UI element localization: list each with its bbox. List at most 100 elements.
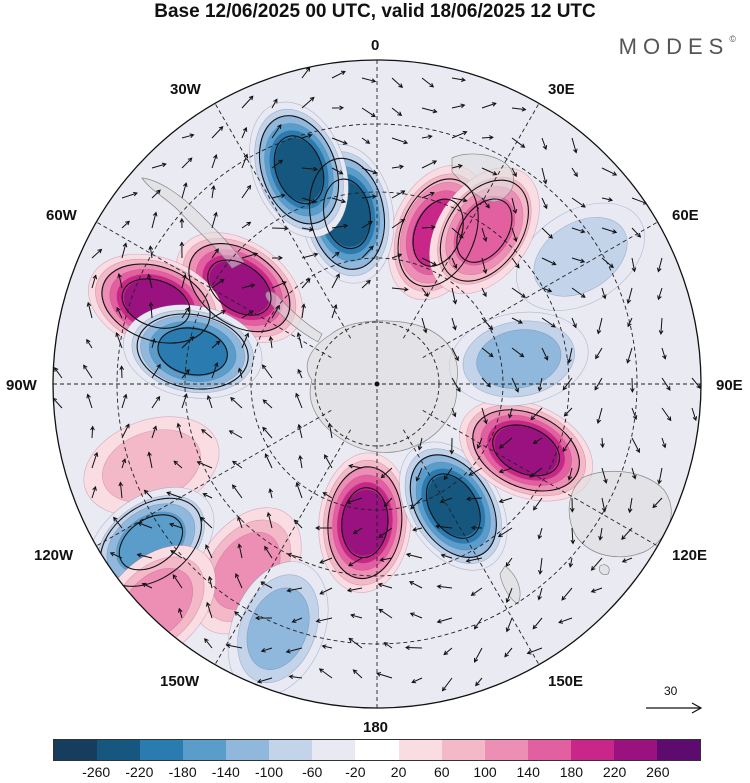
wind-vector [211,362,219,379]
wind-vector [211,248,219,259]
map-title: Base 12/06/2025 00 UTC, valid 18/06/2025… [154,1,596,22]
streamline [207,259,272,316]
lon-label-90e: 90E [716,377,743,394]
wind-vector [451,287,458,305]
wind-vector [570,527,576,545]
colorbar-tick-label: -20 [345,764,366,780]
wind-vector [541,287,553,293]
wind-vector [115,332,123,349]
streamline [157,327,228,376]
wind-vector [166,491,183,499]
wind-vector [511,137,526,148]
wind-vector [626,347,633,364]
wind-vector [475,677,483,687]
colorbar-swatch [398,740,442,760]
colorbar-tick-label: 20 [390,764,407,780]
wind-vector [661,437,667,449]
wind-vector [181,306,190,319]
wind-vector [151,189,161,199]
wind-vector [440,553,453,559]
wind-vector [571,317,577,329]
wind-vector [241,221,252,229]
lon-label-90w: 90W [6,377,37,394]
wind-vector [116,306,123,319]
wind-vector [90,425,95,439]
colorbar-swatch [441,740,485,760]
wind-vector [262,399,273,409]
wind-vector [421,191,435,199]
wind-vector [511,257,520,269]
wind-vector [451,197,468,203]
wind-vector [451,407,457,418]
wind-vector [631,407,638,421]
wind-vector [211,278,225,289]
colorbar-swatch [312,740,356,760]
wind-vector [202,493,213,499]
wind-vector [595,347,603,360]
wind-vector [451,257,458,270]
wind-vector [600,437,605,449]
colorbar-tick-label: -260 [82,764,111,780]
wind-vector [451,130,468,139]
streamline [118,514,184,571]
colorbar-tick-label: 220 [602,764,627,780]
wind-vector [571,137,578,154]
wind-vector [627,317,633,328]
wind-vector [170,550,183,559]
colorbar-tick-label: 60 [434,764,450,780]
wind-vector [331,70,346,79]
wind-vector [391,107,403,117]
wind-vector [598,527,603,541]
wind-vector [563,407,573,417]
wind-vector [296,331,303,349]
anomaly-center-negative-120e [516,202,646,311]
wind-vector [205,544,213,559]
colorbar-tick-label: -100 [254,764,284,780]
wind-vector [465,496,483,502]
wind-vector [331,137,348,145]
wind-vector [537,587,543,601]
wind-vector [241,95,254,109]
wind-vector [260,647,273,653]
wind-vector [590,557,603,571]
wind-vector [264,545,273,559]
streamline [439,179,529,282]
colorbar-swatch [54,740,98,760]
streamline [472,409,580,492]
wind-vector [511,347,525,358]
wind-vector [361,279,371,289]
wind-vector [173,460,183,469]
wind-vector [211,310,226,319]
wind-vector [594,377,603,391]
wind-vector [532,437,543,444]
wind-vector [148,301,154,319]
wind-vector [391,77,404,89]
wind-vector [378,527,393,538]
wind-vector [176,422,183,439]
wind-vector [361,194,377,199]
wind-vector [498,497,513,504]
anomaly-center-negative-95e [449,311,589,407]
south-pole-marker [374,381,380,387]
colorbar-swatch [484,740,528,760]
wind-vector [285,647,303,654]
wind-vector [141,582,153,589]
wind-vector [91,274,98,289]
wind-vector [601,287,607,300]
wind-vector [91,248,103,259]
wind-vector [451,347,459,362]
wind-vector [260,581,273,589]
wind-vector [601,257,614,269]
wind-vector [121,191,138,199]
wind-vector [331,273,340,289]
wind-vector [207,575,213,589]
wind-vector [295,392,303,409]
wind-vector [541,167,548,185]
colorbar-tick-label: -60 [302,764,323,780]
wind-vector [567,347,573,364]
wind-vector [201,428,213,439]
wind-vector [293,519,303,529]
wind-vector [658,317,664,335]
wind-vector [561,587,573,601]
wind-vector [151,395,161,409]
